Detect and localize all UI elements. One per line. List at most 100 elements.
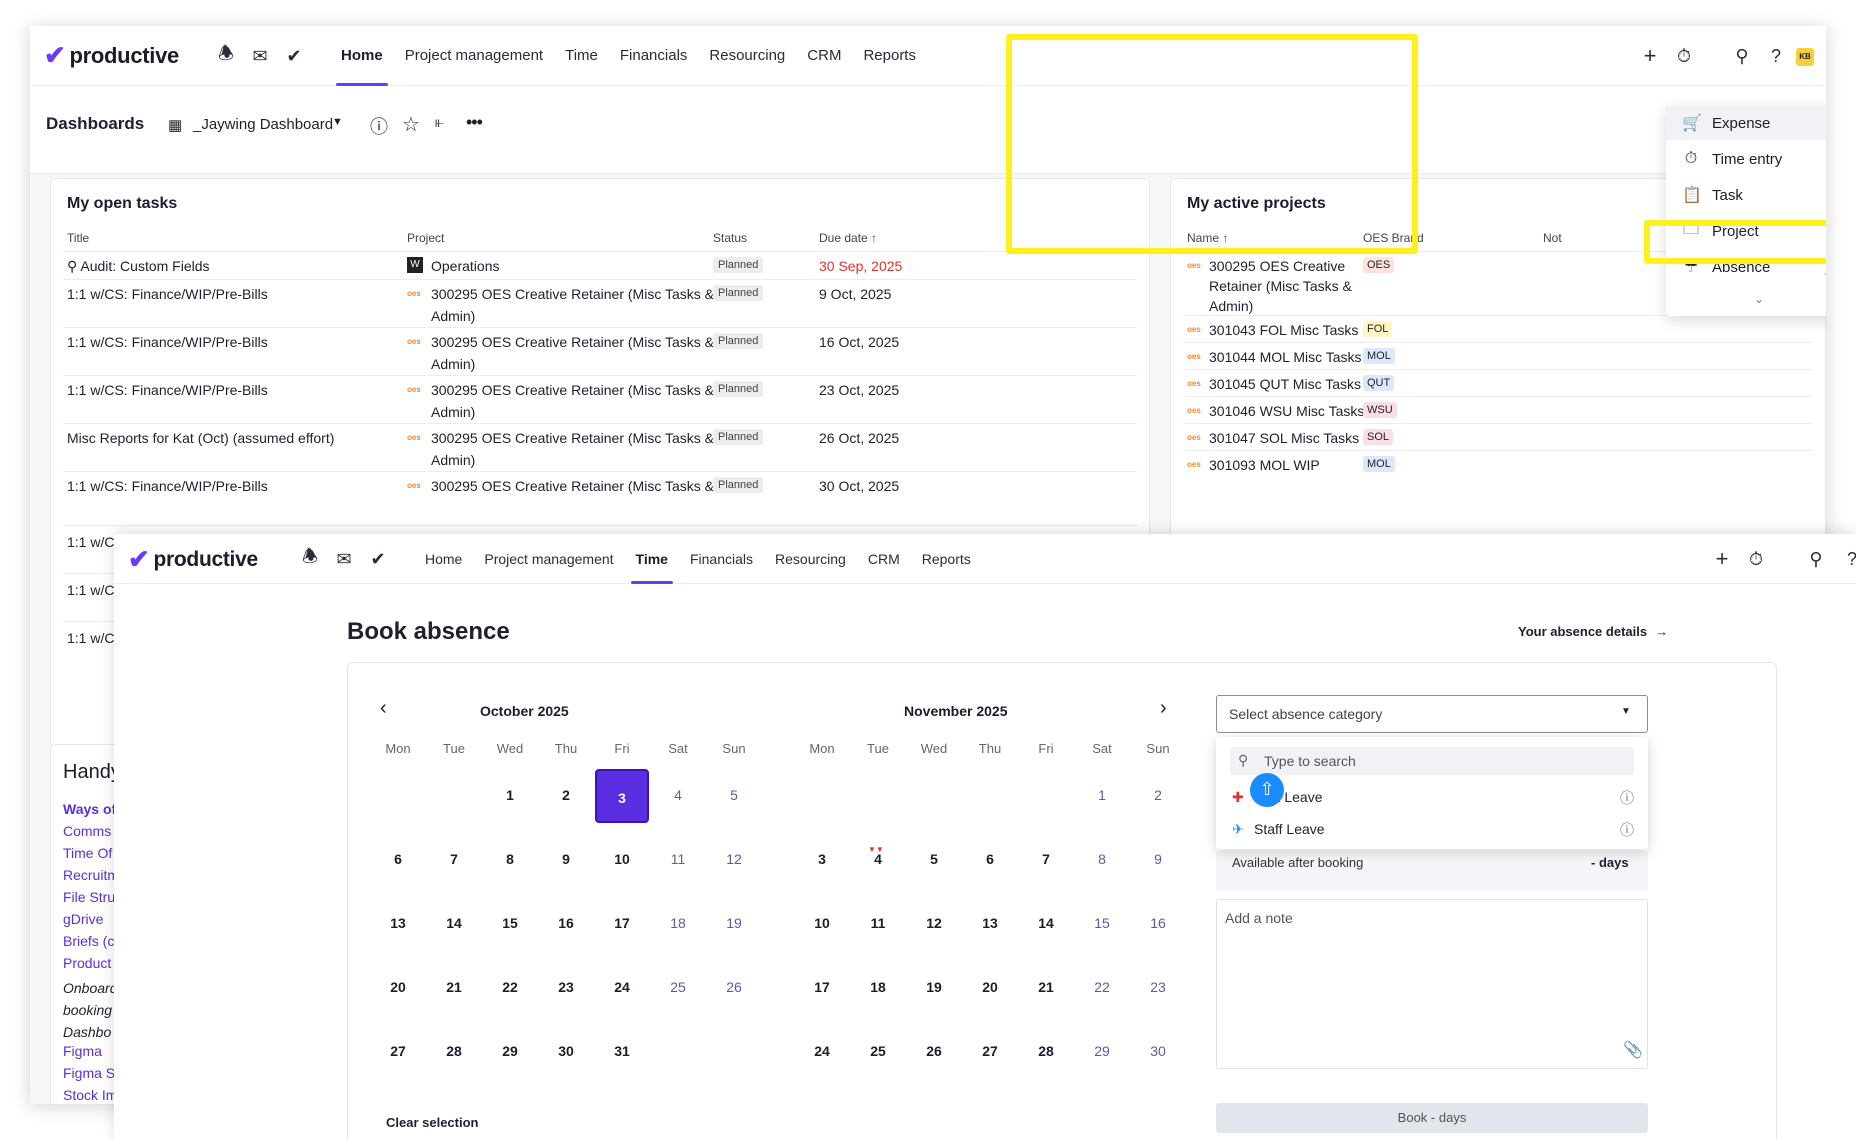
calendar-day[interactable]: 14: [446, 915, 462, 931]
project-name[interactable]: 301045 QUT Misc Tasks: [1209, 376, 1361, 392]
productive-logo[interactable]: ✔ productive: [44, 40, 179, 71]
next-month-icon[interactable]: ›: [1160, 697, 1167, 719]
calendar-day[interactable]: 10: [614, 851, 630, 867]
calendar-day[interactable]: 26: [726, 979, 742, 995]
calendar-day[interactable]: 21: [446, 979, 462, 995]
calendar-day[interactable]: 6: [986, 851, 994, 867]
handy-link[interactable]: Ways of: [63, 801, 117, 817]
task-title[interactable]: Misc Reports for Kat (Oct) (assumed effo…: [67, 430, 335, 446]
calendar-day-selected[interactable]: 3: [595, 769, 649, 823]
column-header-title[interactable]: Title: [67, 231, 90, 245]
handy-link[interactable]: Figma S: [63, 1065, 116, 1081]
calendar-day[interactable]: 17: [814, 979, 830, 995]
calendar-day[interactable]: 2: [562, 787, 570, 803]
calendar-day[interactable]: 22: [502, 979, 518, 995]
nav-item-financials[interactable]: Financials: [619, 47, 688, 64]
search-icon[interactable]: ⚲: [1809, 548, 1823, 569]
project-name-cont[interactable]: Admin): [1209, 298, 1254, 314]
info-icon[interactable]: ⓘ: [1620, 822, 1634, 838]
calendar-day[interactable]: 19: [926, 979, 942, 995]
nav-item-crm[interactable]: CRM: [807, 47, 842, 64]
nav-item-time[interactable]: Time: [625, 534, 679, 584]
productive-logo[interactable]: ✔ productive: [128, 544, 258, 575]
clear-selection-button[interactable]: Clear selection: [386, 1115, 479, 1130]
stopwatch-icon[interactable]: ⏱: [1748, 548, 1764, 569]
calendar-day[interactable]: 20: [982, 979, 998, 995]
task-project[interactable]: Operations: [431, 258, 500, 274]
calendar-day[interactable]: 7: [1042, 851, 1050, 867]
nav-item-project-management[interactable]: Project management: [484, 551, 614, 567]
column-header-due-date[interactable]: Due date ↑: [819, 231, 878, 245]
note-textarea[interactable]: Add a note 📎: [1216, 899, 1648, 1069]
dashboard-selector[interactable]: _Jaywing Dashboard: [193, 116, 334, 133]
help-icon[interactable]: ?: [1846, 548, 1856, 569]
calendar-day[interactable]: 9: [562, 851, 570, 867]
more-icon[interactable]: •••: [466, 112, 483, 132]
calendar-day[interactable]: 23: [1150, 979, 1166, 995]
nav-item-crm[interactable]: CRM: [867, 551, 900, 567]
calendar-day[interactable]: 30: [558, 1043, 574, 1059]
calendar-day[interactable]: 9: [1154, 851, 1162, 867]
task-project[interactable]: 300295 OES Creative Retainer (Misc Tasks…: [431, 382, 714, 398]
plus-icon[interactable]: +: [1643, 43, 1657, 68]
check-circle-icon[interactable]: ✔: [370, 548, 386, 569]
calendar-day[interactable]: 12: [926, 915, 942, 931]
task-project[interactable]: 300295 OES Creative Retainer (Misc Tasks…: [431, 478, 714, 494]
paperclip-icon[interactable]: 📎: [1623, 1042, 1643, 1059]
calendar-day[interactable]: 23: [558, 979, 574, 995]
project-name[interactable]: 301044 MOL Misc Tasks: [1209, 349, 1362, 365]
option-staff-leave[interactable]: ✈ Staff Leave ⓘ: [1216, 817, 1648, 845]
calendar-day[interactable]: 24: [614, 979, 630, 995]
task-project-cont[interactable]: Admin): [431, 404, 476, 420]
calendar-day[interactable]: 26: [926, 1043, 942, 1059]
handy-link[interactable]: gDrive: [63, 911, 104, 927]
chevron-down-icon[interactable]: ⌄: [1754, 292, 1765, 306]
inbox-icon[interactable]: ✉: [336, 548, 352, 569]
info-icon[interactable]: ⓘ: [370, 117, 388, 137]
share-icon[interactable]: ⫦: [435, 114, 445, 131]
search-input[interactable]: ⚲ Type to search: [1230, 747, 1634, 775]
task-title[interactable]: 1:1 w/CS: Finance/WIP/Pre-Bills: [67, 478, 268, 494]
calendar-day[interactable]: 25: [870, 1043, 886, 1059]
nav-item-financials[interactable]: Financials: [689, 551, 754, 567]
calendar-day[interactable]: 22: [1094, 979, 1110, 995]
caret-down-icon[interactable]: ▼: [332, 116, 343, 128]
bell-icon[interactable]: 🕭: [217, 43, 235, 63]
calendar-day[interactable]: 1: [506, 787, 514, 803]
calendar-day[interactable]: 4: [674, 787, 682, 803]
column-header-not[interactable]: Not: [1543, 231, 1562, 245]
calendar-day[interactable]: 1: [1098, 787, 1106, 803]
calendar-day[interactable]: 8: [1098, 851, 1106, 867]
calendar-day[interactable]: 4: [874, 851, 882, 867]
task-project[interactable]: 300295 OES Creative Retainer (Misc Tasks…: [431, 286, 714, 302]
task-project-cont[interactable]: Admin): [431, 308, 476, 324]
task-title[interactable]: ⚲ Audit: Custom Fields: [67, 258, 210, 274]
nav-item-home[interactable]: Home: [425, 551, 463, 567]
calendar-day[interactable]: 6: [394, 851, 402, 867]
calendar-day[interactable]: 27: [982, 1043, 998, 1059]
task-title[interactable]: 1:1 w/C: [67, 534, 115, 550]
calendar-day[interactable]: 5: [930, 851, 938, 867]
task-title[interactable]: 1:1 w/CS: Finance/WIP/Pre-Bills: [67, 286, 268, 302]
prev-month-icon[interactable]: ‹: [380, 697, 387, 719]
avatar[interactable]: KB: [1796, 48, 1814, 66]
calendar-day[interactable]: 29: [1094, 1043, 1110, 1059]
calendar-day[interactable]: 21: [1038, 979, 1054, 995]
calendar-day[interactable]: 30: [1150, 1043, 1166, 1059]
calendar-day[interactable]: 10: [814, 915, 830, 931]
handy-link[interactable]: Figma: [63, 1043, 102, 1059]
nav-item-reports[interactable]: Reports: [921, 551, 971, 567]
project-name[interactable]: 301093 MOL WIP: [1209, 457, 1320, 473]
project-name[interactable]: 300295 OES Creative: [1209, 258, 1346, 274]
task-project[interactable]: 300295 OES Creative Retainer (Misc Tasks…: [431, 430, 714, 446]
handy-link[interactable]: Time Of: [63, 845, 113, 861]
calendar-day[interactable]: 5: [730, 787, 738, 803]
nav-item-resourcing[interactable]: Resourcing: [709, 47, 786, 64]
book-button[interactable]: Book - days: [1216, 1103, 1648, 1133]
handy-link[interactable]: Recruitm: [63, 867, 120, 883]
column-header-oes-brand[interactable]: OES Brand: [1363, 231, 1424, 245]
calendar-day[interactable]: 11: [670, 851, 686, 867]
task-title[interactable]: 1:1 w/C: [67, 630, 115, 646]
calendar-day[interactable]: 17: [614, 915, 630, 931]
task-title[interactable]: 1:1 w/C: [67, 582, 115, 598]
